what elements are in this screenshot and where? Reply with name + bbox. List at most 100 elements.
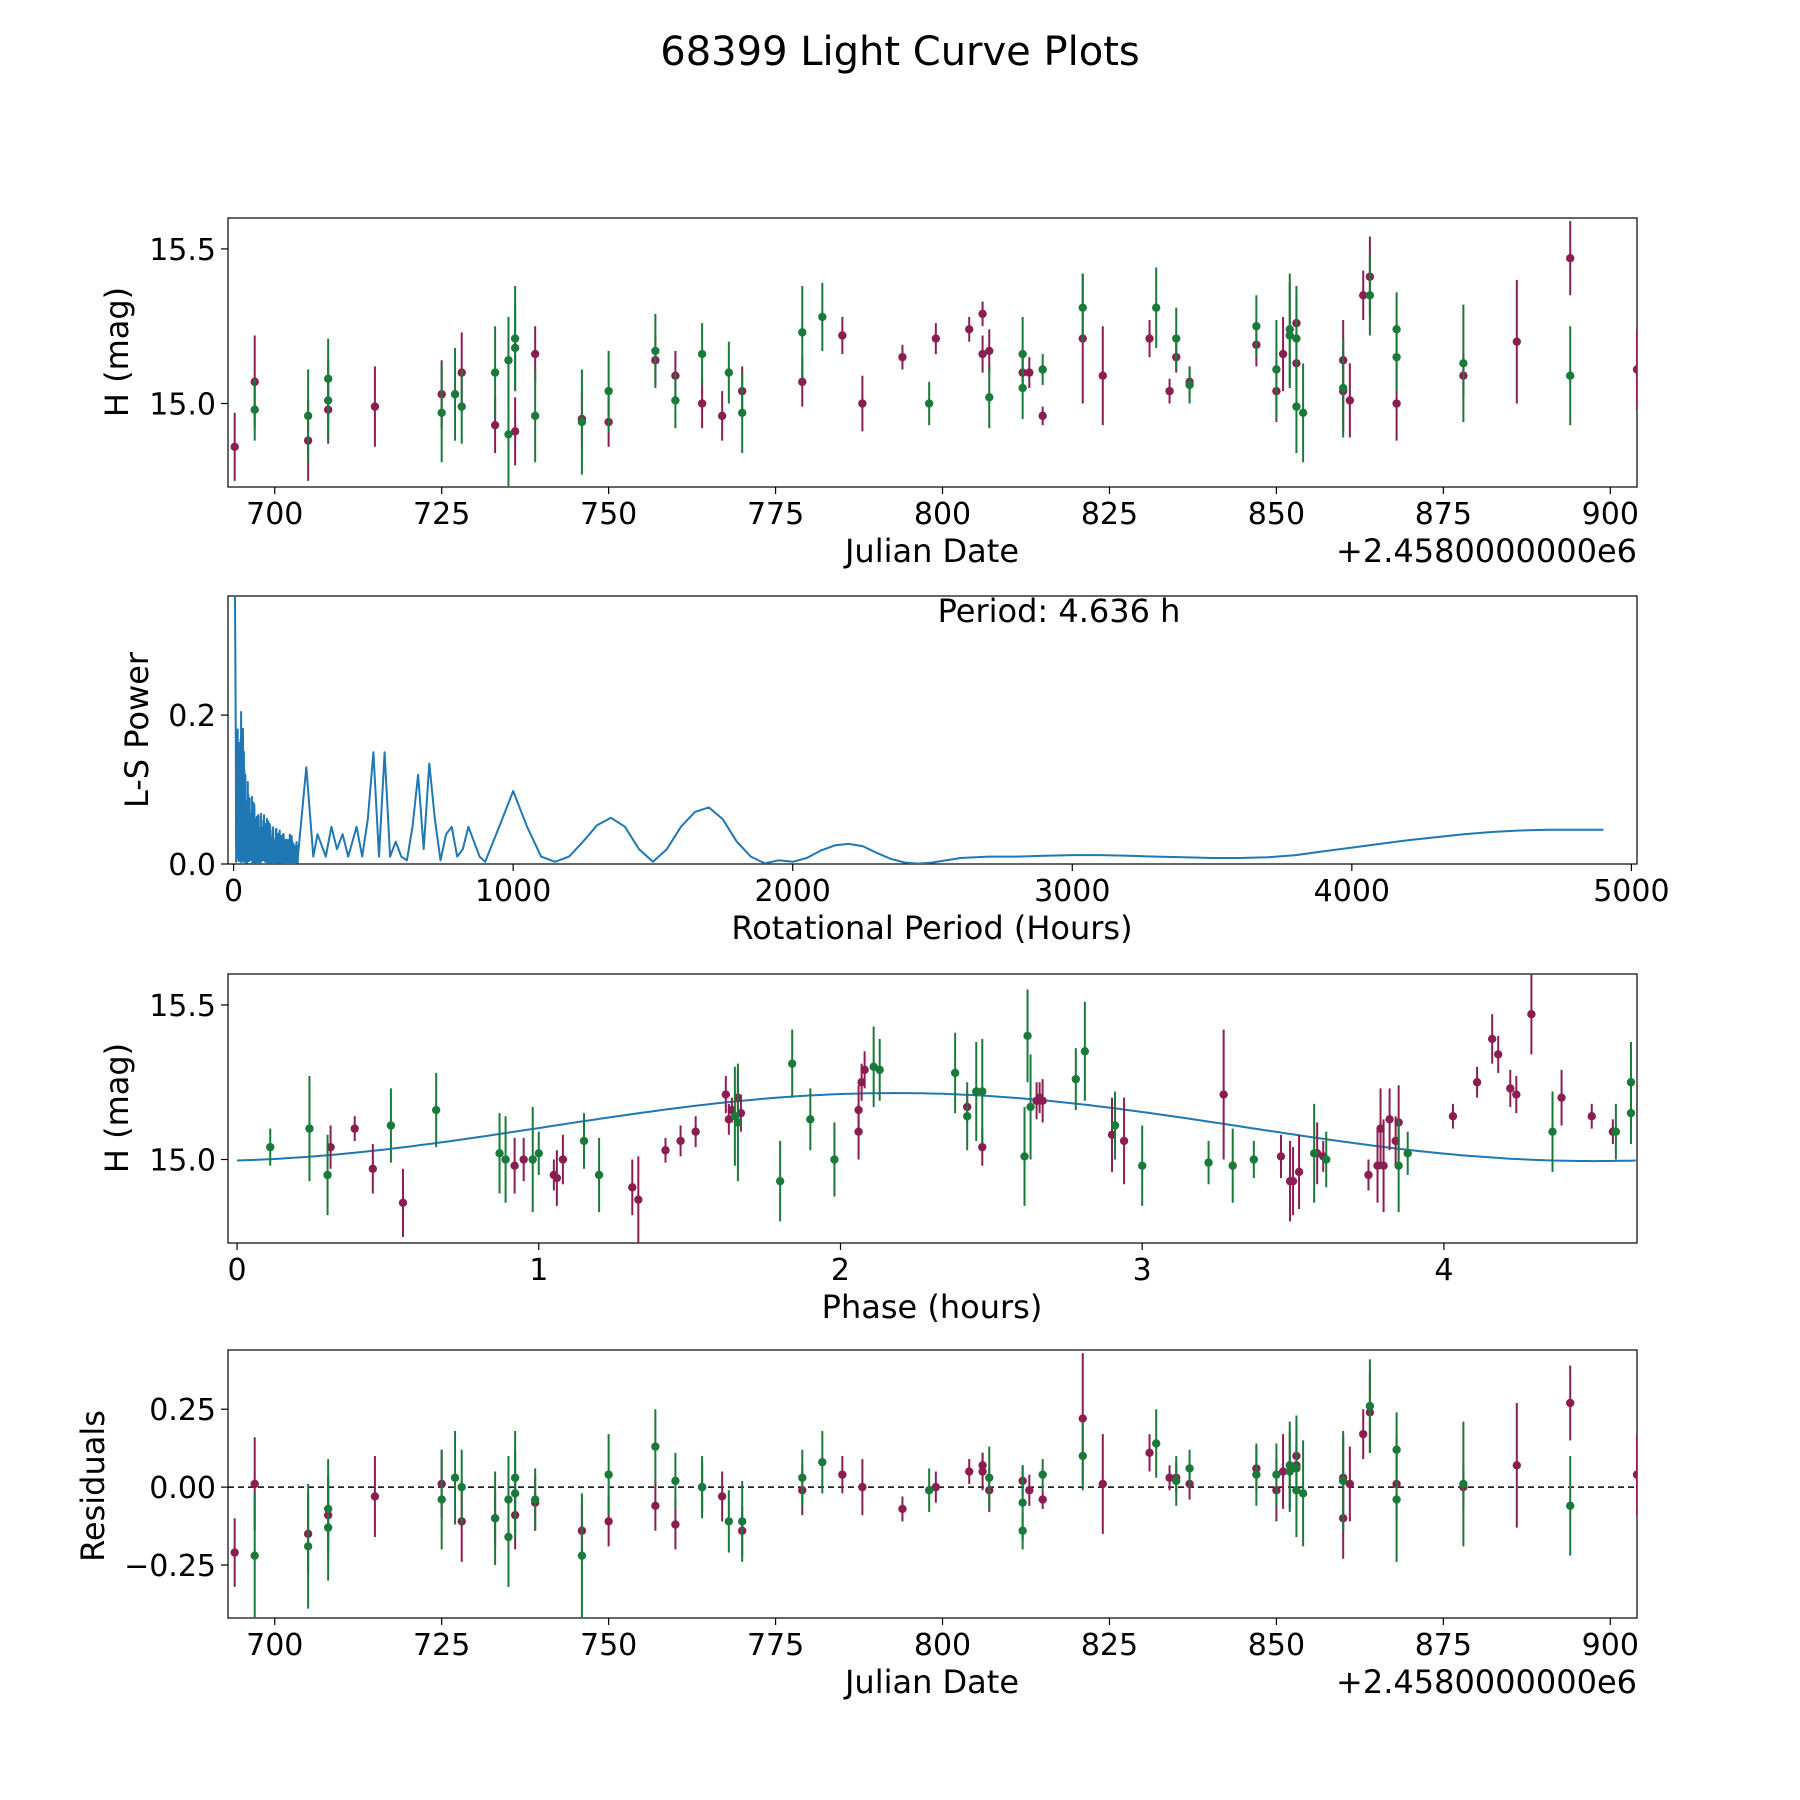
- lightcurve-data-point: [250, 405, 259, 414]
- phased-y-tick-label: 15.5: [149, 989, 216, 1024]
- lightcurve-data-point: [924, 399, 934, 408]
- phased-data-point: [501, 1155, 510, 1164]
- residuals-data-point: [798, 1473, 807, 1482]
- lightcurve-data-point: [530, 349, 540, 359]
- lightcurve-data-point: [1152, 303, 1161, 312]
- phased-data-point: [1020, 1152, 1029, 1161]
- lightcurve-data-point: [898, 352, 907, 362]
- lightcurve-x-ticks: 700 725 750 775 800 825 850 875 900: [246, 487, 1639, 532]
- lightcurve-data-point: [697, 399, 707, 408]
- residuals-data-point: [457, 1482, 466, 1492]
- phased-data-point: [266, 1142, 275, 1152]
- phased-data-point: [1512, 1090, 1521, 1099]
- lightcurve-data-point: [1338, 383, 1348, 393]
- phased-data-point: [552, 1173, 562, 1183]
- periodogram-y-tick-label: 0.0: [168, 848, 216, 883]
- phased-data-point: [1385, 1115, 1394, 1124]
- periodogram-power-curve: [234, 596, 1604, 864]
- phased-x-tick-label: 2: [831, 1253, 850, 1288]
- lightcurve-data-point: [798, 328, 807, 337]
- periodogram-x-tick-label: 3000: [1034, 874, 1110, 909]
- lightcurve-data-point: [303, 411, 313, 421]
- phased-data-point: [1026, 1102, 1035, 1112]
- residuals-data-point: [724, 1517, 734, 1526]
- residuals-data-point: [697, 1482, 707, 1492]
- residuals-data-point: [530, 1495, 540, 1504]
- lightcurve-data-point: [965, 325, 974, 334]
- phased-data-point: [350, 1124, 359, 1133]
- lightcurve-data-point: [724, 368, 734, 377]
- residuals-data-point: [250, 1551, 259, 1560]
- phased-x-ticks: 0 1 2 3 4: [228, 1243, 1453, 1288]
- residuals-data-point: [898, 1504, 907, 1514]
- residuals-xlabel: Julian Date: [843, 1663, 1019, 1701]
- phased-data-point: [978, 1087, 987, 1096]
- residuals-y-tick-label: −0.25: [124, 1549, 216, 1584]
- residuals-data-point: [1165, 1473, 1174, 1482]
- residuals-x-tick-label: 725: [413, 1628, 470, 1663]
- phased-data-point: [1137, 1161, 1147, 1170]
- phased-data-point: [1587, 1112, 1596, 1121]
- periodogram-panel: 0 1000 2000 3000 4000 5000 0.0 0.2 Period: 4.6…: [118, 592, 1670, 947]
- residuals-data-point: [931, 1482, 941, 1492]
- lightcurve-data-point: [1025, 368, 1034, 377]
- phased-data-point: [1228, 1161, 1237, 1170]
- phased-data-point: [1080, 1047, 1090, 1056]
- phased-data-point: [1487, 1034, 1497, 1044]
- phased-data-point: [398, 1198, 408, 1208]
- lightcurve-data-point: [490, 368, 500, 377]
- lightcurve-data-point: [1298, 408, 1308, 417]
- residuals-x-tick-label: 750: [580, 1628, 637, 1663]
- lightcurve-data-point: [1566, 253, 1575, 263]
- phased-data-point: [1294, 1167, 1304, 1177]
- residuals-data-point: [1298, 1489, 1308, 1498]
- phased-data-points: [237, 974, 1636, 1243]
- phased-ylabel: H (mag): [98, 1043, 136, 1173]
- lightcurve-data-point: [1272, 365, 1281, 374]
- residuals-y-tick-label: 0.25: [149, 1393, 216, 1428]
- phased-data-point: [323, 1170, 332, 1180]
- periodogram-ylabel: L-S Power: [118, 651, 156, 808]
- lightcurve-x-tick-label: 850: [1248, 497, 1305, 532]
- lightcurve-data-point: [697, 349, 707, 359]
- residuals-data-point: [1078, 1414, 1087, 1423]
- residuals-data-point: [985, 1473, 994, 1482]
- lightcurve-data-point: [858, 399, 867, 408]
- phased-data-point: [510, 1161, 519, 1170]
- lightcurve-data-point: [1038, 365, 1047, 374]
- phased-data-point: [721, 1090, 731, 1099]
- phased-data-point: [634, 1195, 643, 1204]
- residuals-data-point: [1392, 1495, 1401, 1504]
- lightcurve-data-point: [717, 411, 727, 421]
- phased-data-point: [1506, 1084, 1515, 1093]
- periodogram-x-tick-label: 0: [224, 874, 243, 909]
- lightcurve-data-point: [985, 346, 994, 356]
- phased-data-point: [788, 1059, 797, 1068]
- lightcurve-data-point: [504, 356, 513, 365]
- residuals-data-point: [838, 1470, 847, 1479]
- residuals-data-point: [1018, 1526, 1027, 1535]
- residuals-data-point: [510, 1473, 520, 1482]
- phased-data-point: [978, 1142, 987, 1152]
- lightcurve-data-point: [838, 331, 847, 340]
- residuals-data-point: [1278, 1467, 1288, 1476]
- lightcurve-x-tick-label: 900: [1582, 497, 1639, 532]
- phased-data-point: [1626, 1108, 1636, 1118]
- residuals-data-point: [303, 1542, 313, 1551]
- lightcurve-ylabel: H (mag): [98, 287, 136, 417]
- phased-data-point: [519, 1155, 528, 1164]
- phased-data-point: [594, 1170, 604, 1180]
- phased-xlabel: Phase (hours): [822, 1288, 1043, 1326]
- phased-data-point: [733, 1118, 743, 1127]
- lightcurve-data-point: [978, 349, 987, 359]
- phased-data-point: [775, 1176, 785, 1186]
- lightcurve-data-point: [1285, 331, 1294, 340]
- phased-x-tick-label: 3: [1133, 1253, 1152, 1288]
- phased-data-point: [534, 1149, 543, 1158]
- residuals-data-point: [1345, 1479, 1355, 1489]
- lightcurve-y-tick-label: 15.0: [149, 388, 216, 423]
- phased-x-tick-label: 0: [228, 1253, 247, 1288]
- phased-data-point: [1038, 1096, 1047, 1105]
- phased-data-point: [305, 1124, 314, 1133]
